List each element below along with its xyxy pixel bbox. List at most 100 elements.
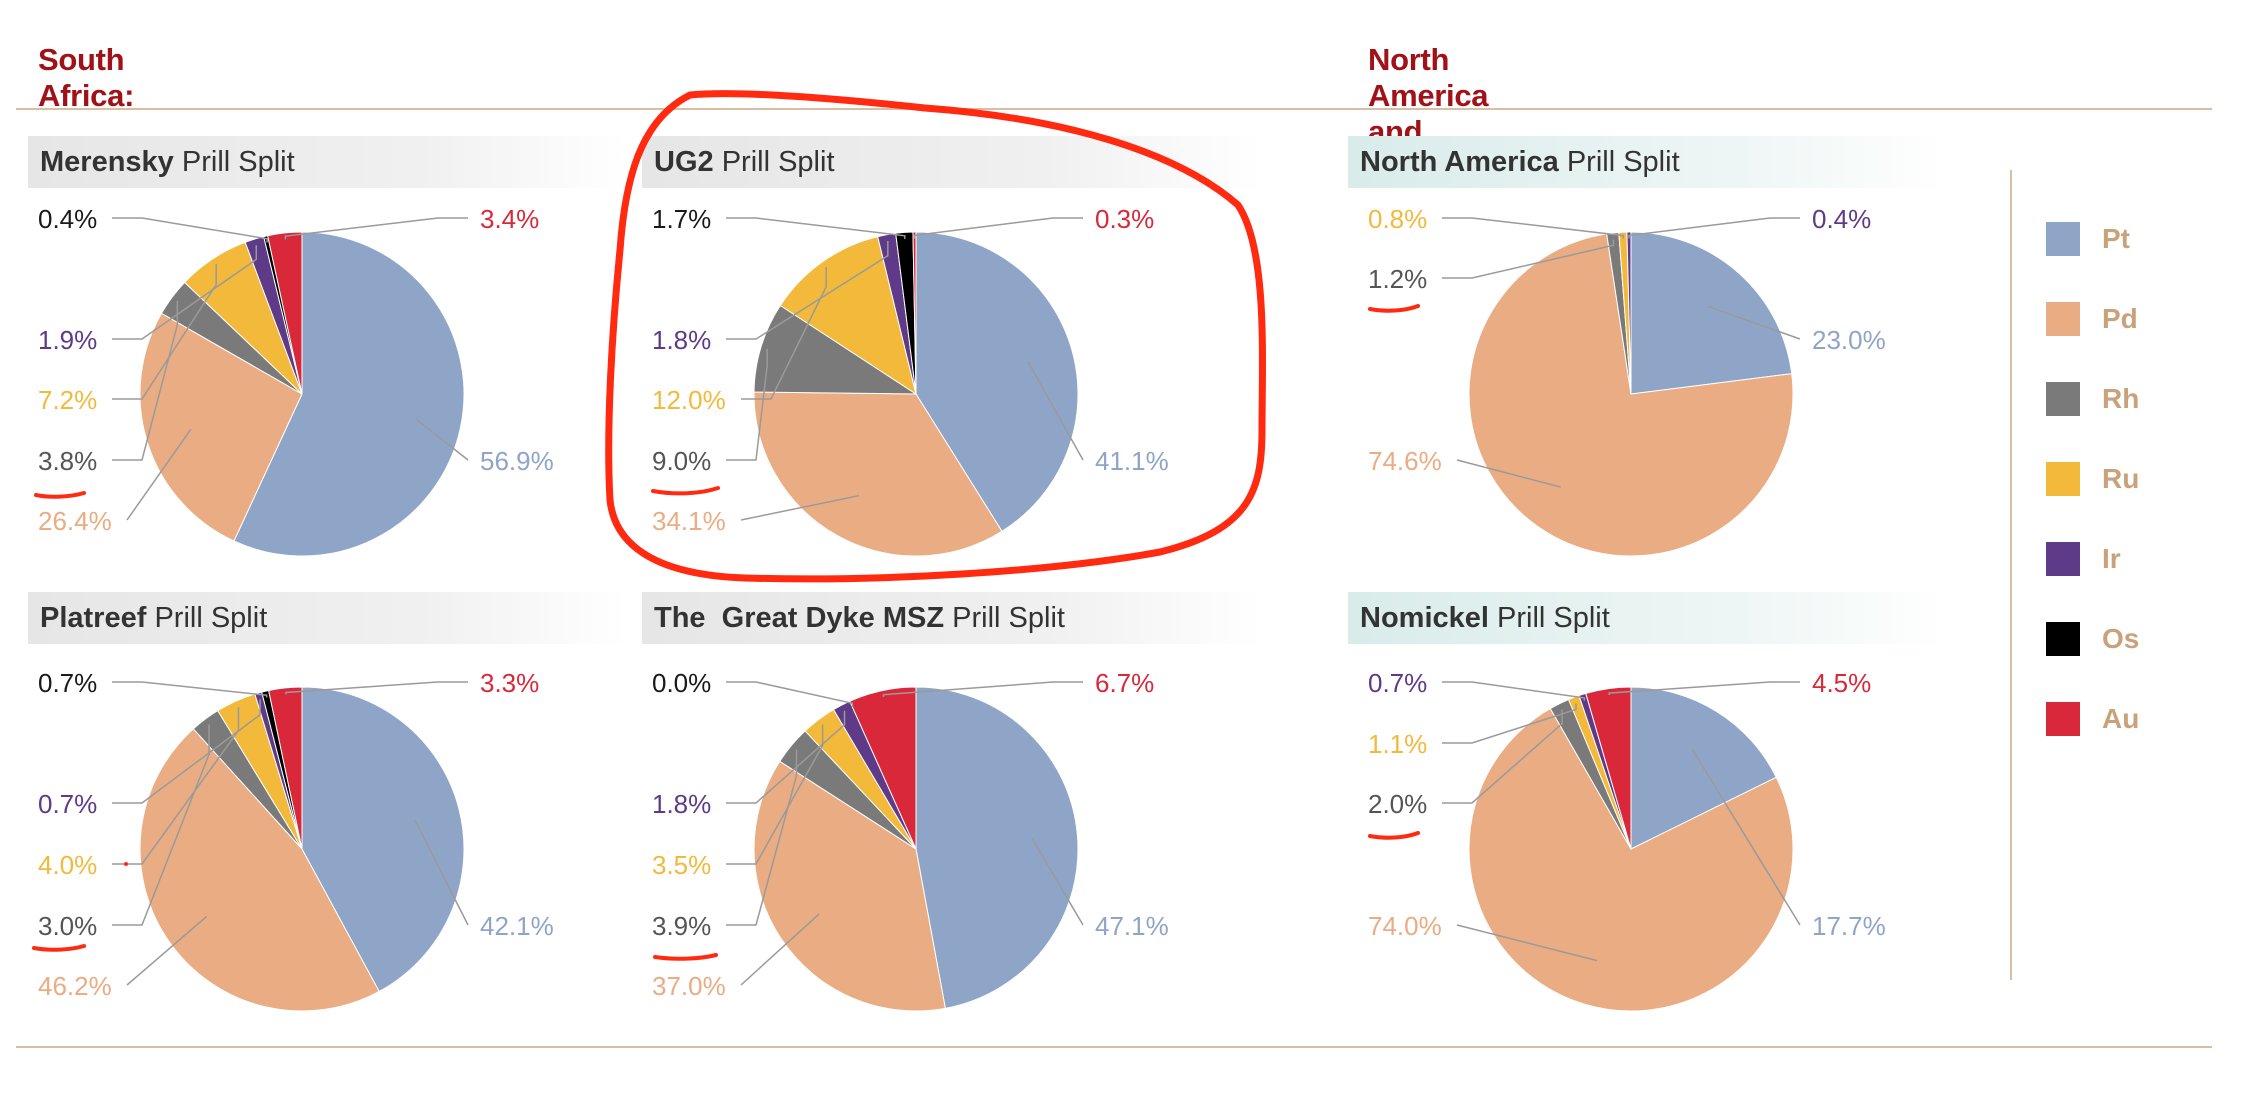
data-label-ir: 1.8% — [652, 325, 711, 355]
legend-item-pt: Pt — [2046, 222, 2260, 262]
pie-chart-0: 56.9% 26.4% 3.8% 7.2% 1.9% 0.4% 3.4% — [38, 204, 554, 557]
panel-header-bold: Nomickel — [1360, 601, 1489, 634]
data-label-au: 6.7% — [1095, 668, 1154, 698]
leader-line-ru — [1442, 217, 1624, 239]
data-label-rh: 2.0% — [1368, 789, 1427, 819]
legend-swatch — [2046, 382, 2080, 416]
leader-line-ir — [112, 699, 261, 804]
leader-line-ir — [112, 245, 258, 340]
panel-header-bold: Platreef — [40, 601, 147, 634]
data-label-pd: 37.0% — [652, 971, 726, 1001]
leader-line-pd — [740, 913, 820, 986]
leader-line-ir — [1442, 681, 1586, 701]
leader-line-rh — [112, 301, 179, 461]
data-label-os: 1.7% — [652, 204, 711, 234]
data-label-ru: 4.0% — [38, 850, 97, 880]
data-label-ru: 12.0% — [652, 385, 726, 415]
data-label-au: 3.4% — [480, 204, 539, 234]
legend-item-os: Os — [2046, 622, 2260, 662]
data-label-ir: 0.7% — [1368, 668, 1427, 698]
pie-chart-5: 17.7% 74.0% 2.0% 1.1% 0.7% 4.5% — [1368, 668, 1886, 1012]
region-title-south-africa: South Africa: — [38, 42, 135, 113]
data-label-pt: 47.1% — [1095, 911, 1169, 941]
panel-header-rest: Prill Split — [173, 145, 295, 178]
pie-slice-pt — [1630, 231, 1793, 395]
legend-item-pd: Pd — [2046, 302, 2260, 342]
leader-line-pt — [1707, 305, 1801, 340]
data-label-pd: 74.0% — [1368, 911, 1442, 941]
data-label-ru: 1.1% — [1368, 729, 1427, 759]
leader-line-rh — [726, 749, 798, 926]
data-label-rh: 9.0% — [652, 446, 711, 476]
legend-swatch — [2046, 622, 2080, 656]
data-label-ir: 1.8% — [652, 789, 711, 819]
panel-header-rest: Prill Split — [146, 601, 268, 634]
panel-header-rest: Prill Split — [944, 601, 1065, 634]
data-label-rh: 3.8% — [38, 446, 97, 476]
leader-line-au — [882, 681, 1083, 697]
pie-slice-pt — [301, 686, 465, 993]
leader-line-pt — [1691, 749, 1801, 926]
legend-label: Pd — [2102, 303, 2138, 334]
panel-header-bold: Merensky — [40, 145, 174, 178]
legend-item-au: Au — [2046, 702, 2260, 742]
panel-header-bold: The Great Dyke MSZ — [654, 601, 945, 634]
panel-header-north-america: North America Prill Split — [1348, 136, 1948, 188]
data-label-pt: 56.9% — [480, 446, 554, 476]
leader-line-os — [112, 217, 268, 243]
legend-label: Rh — [2102, 383, 2140, 414]
leader-line-pd — [1456, 459, 1561, 488]
data-label-rh: 3.0% — [38, 911, 97, 941]
leader-line-os — [112, 681, 268, 698]
leader-line-pt — [414, 820, 469, 926]
pie-slice-pd — [753, 760, 946, 1012]
legend-swatch — [2046, 462, 2080, 496]
leader-line-rh — [1442, 239, 1615, 279]
leader-line-rh — [1442, 709, 1563, 804]
pie-chart-2: 23.0% 74.6% 1.2% 0.8% 0.4% — [1368, 204, 1886, 557]
legend-label: Os — [2102, 623, 2140, 654]
data-label-pt: 23.0% — [1812, 325, 1886, 355]
data-label-ir: 0.4% — [1812, 204, 1871, 234]
legend-label: Au — [2102, 703, 2140, 734]
leader-line-pt — [1031, 838, 1084, 926]
data-label-os: 0.4% — [38, 204, 97, 234]
data-label-pt: 42.1% — [480, 911, 554, 941]
pie-slice-au — [849, 686, 917, 850]
legend-label: Ru — [2102, 463, 2140, 494]
data-label-ru: 7.2% — [38, 385, 97, 415]
legend-item-ru: Ru — [2046, 462, 2260, 502]
bottom-divider — [16, 1046, 2212, 1048]
legend-separator — [2010, 170, 2012, 980]
leader-line-au — [284, 217, 468, 240]
data-label-pt: 17.7% — [1812, 911, 1886, 941]
panel-header-rest: Prill Split — [1558, 145, 1680, 178]
leader-line-os — [726, 217, 906, 239]
pie-chart-3: 42.1% 46.2% 3.0% 4.0% 0.7% 0.7% 3.3% — [38, 668, 554, 1012]
data-label-pd: 46.2% — [38, 971, 112, 1001]
leader-line-ru — [112, 264, 217, 400]
pie-slice-pd — [139, 312, 303, 542]
leader-line-ru — [726, 724, 824, 865]
legend-item-rh: Rh — [2046, 382, 2260, 422]
data-label-au: 0.3% — [1095, 204, 1154, 234]
panel-header-great-dyke: The Great Dyke MSZ Prill Split — [642, 592, 1262, 644]
panel-header-rest: Prill Split — [1488, 601, 1610, 634]
leader-line-ir — [726, 710, 846, 804]
data-label-ru: 3.5% — [652, 850, 711, 880]
pie-slice-pd — [139, 728, 380, 1012]
leader-line-au — [1608, 681, 1800, 696]
leader-line-pt — [415, 418, 469, 461]
legend-swatch — [2046, 222, 2080, 256]
data-label-ir: 1.9% — [38, 325, 97, 355]
legend-item-ir: Ir — [2046, 542, 2260, 582]
legend-swatch — [2046, 302, 2080, 336]
pie-slice-pd — [1468, 233, 1794, 557]
leader-line-au — [285, 681, 468, 695]
leader-line-rh — [112, 724, 210, 926]
leader-line-os — [726, 681, 854, 708]
data-label-pt: 41.1% — [1095, 446, 1169, 476]
pie-slice-pt — [233, 231, 465, 557]
data-label-pd: 26.4% — [38, 506, 112, 536]
